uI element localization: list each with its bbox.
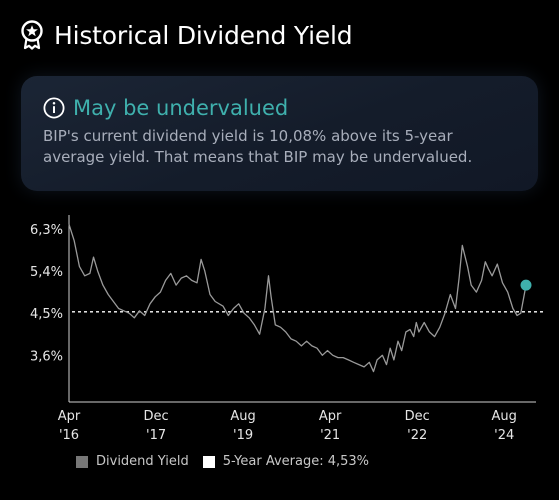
valuation-description: BIP's current dividend yield is 10,08% a… (43, 126, 518, 168)
award-ribbon-icon (21, 20, 43, 50)
legend-swatch-five-year-average (202, 455, 215, 468)
x-tick-month-label: Aug (230, 409, 255, 424)
x-tick-year-label: '17 (146, 428, 166, 443)
x-tick-year-label: '24 (494, 428, 514, 443)
header: Historical Dividend Yield (20, 20, 353, 50)
x-axis: Apr '16 Dec '17 Aug '19 Apr '21 Dec '22 Aug '24 (58, 409, 517, 443)
current-yield-point (520, 279, 532, 291)
x-tick-year-label: '22 (407, 428, 427, 443)
y-tick-label: 3,6% (30, 349, 63, 364)
y-tick-label: 6,3% (30, 223, 63, 238)
valuation-description-line: BIP's current dividend yield is 10,08% a… (43, 127, 453, 145)
valuation-description-line: average yield. That means that BIP may b… (43, 148, 473, 166)
dividend-yield-chart: 3,6% 4,5% 5,4% 6,3% Apr '16 Dec '17 Aug '19 Apr '2… (30, 215, 546, 443)
y-tick-label: 5,4% (30, 265, 63, 280)
y-tick-label: 4,5% (30, 307, 63, 322)
x-tick-year-label: '19 (233, 428, 253, 443)
x-tick-year-label: '21 (320, 428, 340, 443)
legend-item-dividend-yield: Dividend Yield (76, 454, 189, 469)
valuation-status: May be undervalued (43, 96, 518, 120)
dividend-yield-series-line (68, 224, 527, 373)
x-tick-month-label: Apr (58, 409, 81, 424)
x-tick-month-label: Dec (143, 409, 168, 424)
info-icon (43, 97, 65, 119)
x-tick-month-label: Apr (319, 409, 342, 424)
x-tick-month-label: Dec (405, 409, 430, 424)
x-tick-year-label: '16 (59, 428, 79, 443)
x-tick-month-label: Aug (492, 409, 517, 424)
page-title: Historical Dividend Yield (54, 20, 353, 50)
valuation-status-text: May be undervalued (73, 96, 289, 120)
legend-swatch-dividend-yield (76, 455, 88, 468)
legend-item-five-year-average: 5-Year Average: 4,53% (202, 454, 370, 469)
legend-label-five-year-average: 5-Year Average: 4,53% (222, 454, 370, 469)
chart-legend: Dividend Yield 5-Year Average: 4,53% (76, 454, 383, 469)
valuation-card: May be undervalued BIP's current dividen… (21, 76, 538, 191)
legend-label-dividend-yield: Dividend Yield (96, 454, 189, 469)
y-axis: 3,6% 4,5% 5,4% 6,3% (30, 223, 63, 364)
